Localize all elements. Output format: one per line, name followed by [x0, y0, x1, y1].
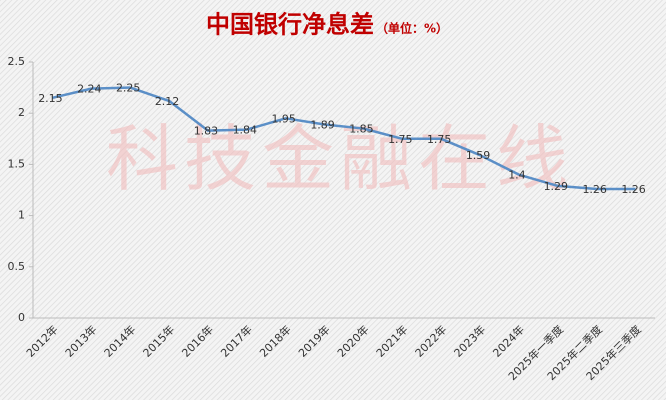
- y-tick-label: 2: [18, 106, 25, 119]
- chart-title: 中国银行净息差: [206, 10, 374, 39]
- data-label: 1.89: [310, 118, 335, 131]
- y-tick-label: 1.5: [8, 157, 26, 170]
- y-tick-label: 1: [18, 209, 25, 222]
- y-tick-label: 2.5: [8, 55, 26, 68]
- data-label: 1.84: [233, 124, 258, 137]
- data-label: 2.12: [155, 95, 180, 108]
- data-label: 1.95: [271, 112, 296, 125]
- data-label: 1.26: [582, 183, 607, 196]
- watermark: 科技金融在线: [106, 117, 574, 201]
- data-label: 1.75: [388, 133, 413, 146]
- data-label: 2.15: [38, 92, 63, 105]
- data-label: 1.26: [621, 183, 646, 196]
- data-label: 2.25: [116, 82, 141, 95]
- y-tick-label: 0.5: [8, 260, 26, 273]
- data-label: 1.29: [544, 180, 569, 193]
- data-label: 1.85: [349, 123, 374, 136]
- chart-subtitle: （单位：%）: [376, 21, 448, 36]
- data-label: 1.83: [194, 125, 219, 138]
- data-label: 1.75: [427, 133, 452, 146]
- data-label: 1.59: [466, 149, 491, 162]
- y-tick-label: 0: [18, 311, 25, 324]
- data-label: 1.4: [508, 169, 526, 182]
- data-label: 2.24: [77, 83, 102, 96]
- line: [52, 86, 636, 191]
